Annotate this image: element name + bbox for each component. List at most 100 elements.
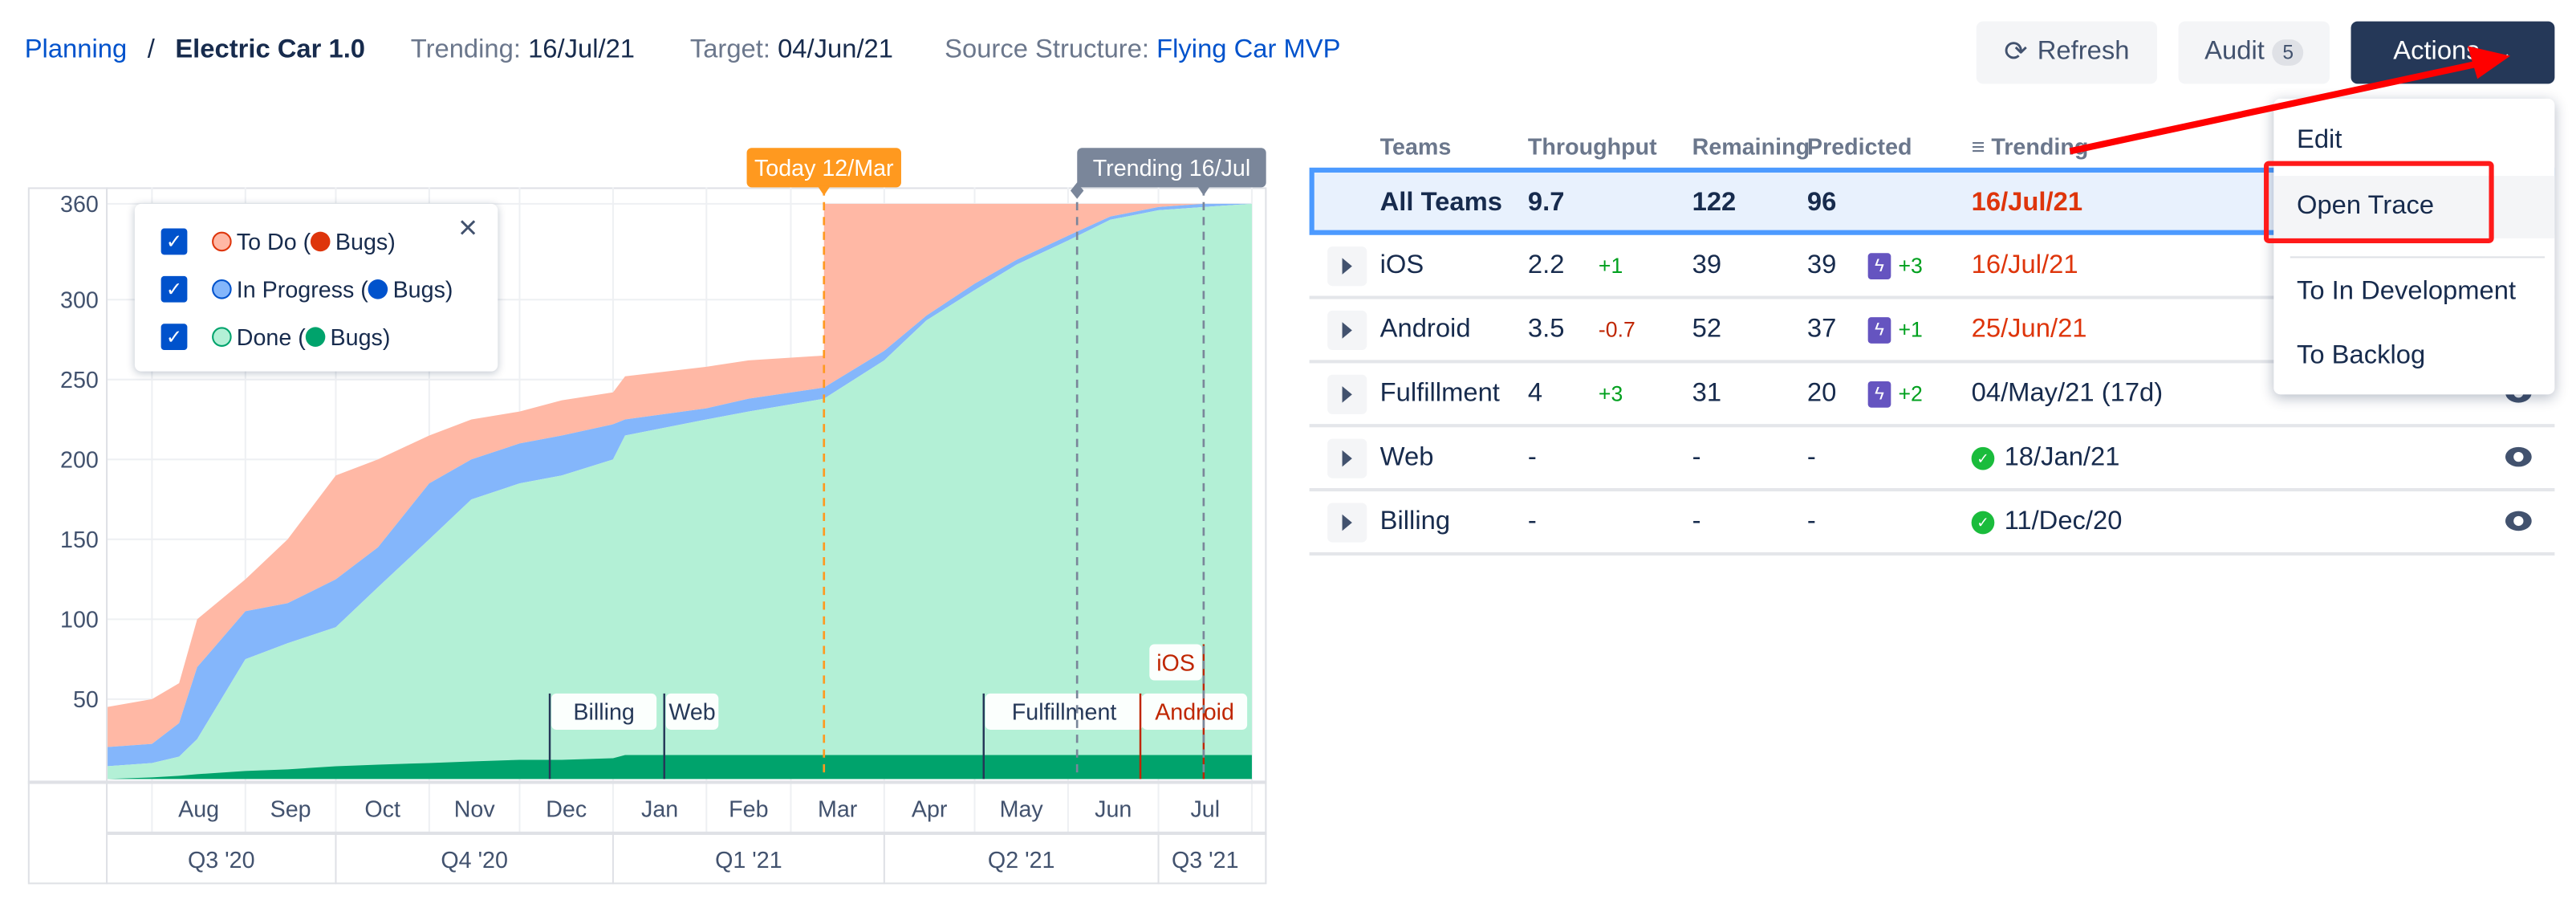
checkbox-checked-icon[interactable]: ✓ <box>160 324 188 351</box>
source-structure-link[interactable]: Flying Car MVP <box>1156 36 1341 64</box>
table-row[interactable]: Web - - - ✓ 18/Jan/21 <box>1309 427 2555 492</box>
trending-date: 11/Dec/20 <box>2004 507 2123 536</box>
remaining: - <box>1692 443 1701 472</box>
actions-button[interactable]: Actions ⌄ <box>2350 21 2555 84</box>
legend-item[interactable]: ✓ In Progress ( Bugs) <box>160 271 453 307</box>
month-label: May <box>1000 796 1044 822</box>
month-label: Jun <box>1095 796 1132 822</box>
month-label: Jul <box>1190 796 1220 822</box>
marker-pointer <box>817 185 831 196</box>
marker-label: Today 12/Mar <box>754 156 894 181</box>
legend-bugs-label: Bugs) <box>330 324 391 351</box>
table-row[interactable]: Android 3.5 -0.7 52 37 ϟ +1 25/Jun/21 <box>1309 299 2555 364</box>
table-row[interactable]: Billing - - - ✓ 11/Dec/20 <box>1309 491 2555 556</box>
team-name: Billing <box>1379 507 1451 536</box>
month-label: Mar <box>818 796 858 822</box>
legend-item[interactable]: ✓ Done ( Bugs) <box>160 319 391 355</box>
audit-label: Audit <box>2204 38 2265 66</box>
expand-row-button[interactable] <box>1327 438 1367 478</box>
month-label: Feb <box>729 796 768 822</box>
marker-flag <box>1077 148 1266 188</box>
legend-label: In Progress ( <box>236 275 368 303</box>
marker-pointer <box>1197 185 1211 196</box>
legend-label: To Do ( <box>236 228 311 255</box>
remaining: 122 <box>1692 189 1737 218</box>
quarter-label: Q3 '20 <box>188 848 255 873</box>
month-label: Oct <box>364 796 400 822</box>
breadcrumb-separator: / <box>147 36 155 64</box>
predicted: 39 <box>1806 251 1837 280</box>
chevron-down-icon: ⌄ <box>2496 41 2513 64</box>
col-header-teams[interactable]: Teams <box>1379 132 1452 160</box>
close-icon[interactable]: × <box>458 210 478 247</box>
eye-icon[interactable] <box>2505 511 2532 531</box>
refresh-button[interactable]: ⟳ Refresh <box>1976 21 2157 84</box>
team-name: Fulfillment <box>1379 379 1500 408</box>
series-swatch <box>212 327 232 347</box>
month-label: Jan <box>641 796 678 822</box>
legend-item[interactable]: ✓ To Do ( Bugs) <box>160 223 396 259</box>
audit-button[interactable]: Audit 5 <box>2178 21 2330 84</box>
lightning-icon: ϟ <box>1867 316 1891 344</box>
bug-swatch <box>368 279 388 299</box>
predicted-delta: +1 <box>1898 317 1923 342</box>
menu-item-to-in-development[interactable]: To In Development <box>2296 277 2517 306</box>
predicted: - <box>1806 443 1816 472</box>
throughput: 4 <box>1527 379 1543 408</box>
y-tick-label: 50 <box>73 687 99 713</box>
y-tick-label: 250 <box>60 368 99 393</box>
predicted: 20 <box>1806 379 1837 408</box>
trending-date: 16/Jul/21 <box>1971 189 2083 218</box>
series-swatch <box>212 231 232 252</box>
month-label: Nov <box>454 796 496 822</box>
col-header-trending-label: Trending <box>1991 132 2089 160</box>
milestone-flag <box>1149 644 1202 681</box>
target-label: Target: <box>689 36 770 64</box>
trending-value: 16/Jul/21 <box>528 36 636 64</box>
checkbox-checked-icon[interactable]: ✓ <box>160 228 188 255</box>
month-label: Sep <box>270 796 311 822</box>
throughput-delta: +3 <box>1598 381 1623 406</box>
marker-label: Trending 16/Jul <box>1093 156 1250 181</box>
throughput: - <box>1527 507 1537 536</box>
refresh-label: Refresh <box>2037 38 2130 66</box>
checkbox-checked-icon[interactable]: ✓ <box>160 275 188 303</box>
eye-icon[interactable] <box>2505 446 2532 467</box>
breadcrumb-planning-link[interactable]: Planning <box>24 36 128 64</box>
lightning-icon: ϟ <box>1867 381 1891 408</box>
y-tick-label: 200 <box>60 448 99 474</box>
milestone-flag <box>665 693 719 730</box>
team-name: iOS <box>1379 251 1424 280</box>
expand-row-button[interactable] <box>1327 503 1367 543</box>
month-label: Dec <box>546 796 587 822</box>
trending-label: Trending: <box>410 36 521 64</box>
month-label: Aug <box>178 796 219 822</box>
trending-date: 04/May/21 (17d) <box>1971 379 2164 408</box>
remaining: 31 <box>1692 379 1722 408</box>
milestone-label: Web <box>668 700 715 726</box>
todo-area <box>107 203 1252 747</box>
done-bugs-area <box>107 755 1252 780</box>
milestone-flag <box>985 693 1144 730</box>
menu-item-open-trace[interactable]: Open Trace <box>2273 176 2555 238</box>
col-header-remaining[interactable]: Remaining <box>1692 132 1810 160</box>
menu-item-to-backlog[interactable]: To Backlog <box>2296 341 2426 370</box>
month-label: Apr <box>912 796 948 822</box>
col-header-trending[interactable]: ≡ Trending <box>1972 133 2089 160</box>
y-tick-label: 150 <box>60 527 99 553</box>
remaining: 52 <box>1692 315 1722 344</box>
trending-date: 16/Jul/21 <box>1971 251 2078 280</box>
team-name: All Teams <box>1379 189 1502 218</box>
throughput-delta: +1 <box>1598 253 1623 278</box>
col-header-throughput[interactable]: Throughput <box>1527 132 1657 160</box>
refresh-icon: ⟳ <box>2004 36 2028 67</box>
milestone-flag <box>1142 693 1248 730</box>
team-name: Web <box>1379 443 1434 472</box>
expand-row-button[interactable] <box>1327 310 1367 351</box>
col-header-predicted[interactable]: Predicted <box>1806 132 1912 160</box>
predicted: - <box>1806 507 1816 536</box>
expand-row-button[interactable] <box>1327 246 1367 287</box>
expand-row-button[interactable] <box>1327 374 1367 414</box>
source-label: Source Structure: <box>945 36 1150 64</box>
source-structure-info: Source Structure: Flying Car MVP <box>945 33 1340 69</box>
